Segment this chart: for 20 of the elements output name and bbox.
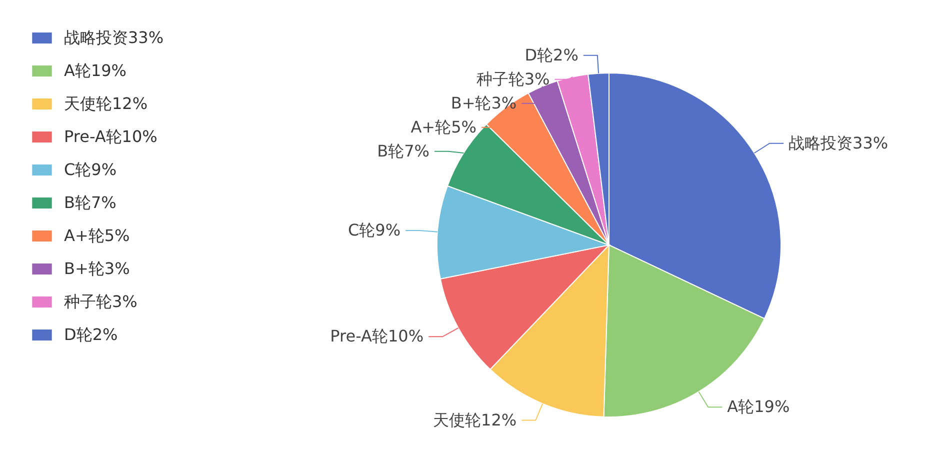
legend-label: C轮9% (64, 160, 117, 179)
legend-label: D轮2% (64, 325, 118, 344)
legend-label: 种子轮3% (64, 292, 138, 311)
slice-label: C轮9% (348, 220, 401, 240)
slice-label: A+轮5% (410, 117, 476, 136)
category-label: B+轮3% (450, 93, 517, 112)
legend-label: Pre-A轮10% (64, 127, 158, 146)
legend-label: B轮7% (64, 193, 116, 212)
slice-label: Pre-A轮10% (330, 326, 424, 346)
slice-label: 战略投资33% (788, 133, 888, 152)
slice-label: D轮2% (524, 45, 578, 64)
legend-label: B+轮3% (64, 259, 130, 278)
legend-label: A+轮5% (64, 226, 130, 245)
category-label: 种子轮3% (476, 69, 550, 88)
legend-label: 天使轮12% (64, 94, 148, 113)
slice-label: B轮7% (377, 141, 430, 160)
legend-label: A轮19% (64, 61, 127, 80)
slice-label: 天使轮12% (433, 410, 517, 430)
slice-label: A轮19% (727, 397, 790, 416)
legend-label: 战略投资33% (64, 28, 164, 47)
